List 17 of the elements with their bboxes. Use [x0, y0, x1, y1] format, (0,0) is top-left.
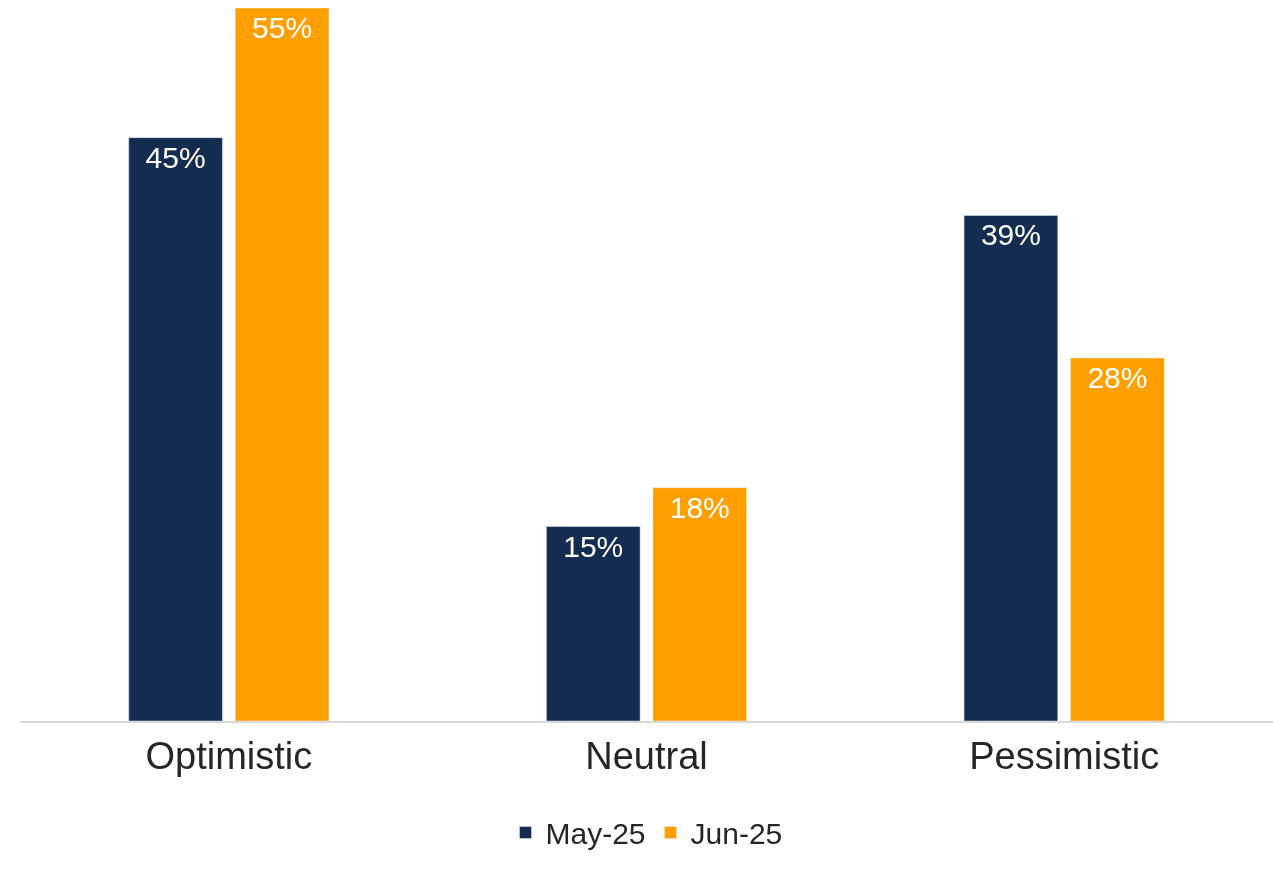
bar [963, 215, 1059, 721]
data-label: 18% [669, 490, 730, 524]
legend-label: May-25 [545, 817, 646, 851]
x-tick-label: Pessimistic [969, 734, 1160, 777]
data-label: 15% [563, 529, 624, 563]
bar [652, 487, 747, 721]
bar [546, 526, 641, 721]
data-label: 45% [145, 140, 206, 174]
legend-label: Jun-25 [690, 817, 783, 851]
bar [128, 137, 223, 721]
bar [234, 8, 330, 721]
bar [1070, 357, 1165, 721]
data-label: 28% [1087, 361, 1148, 395]
x-tick-label: Neutral [585, 734, 708, 777]
data-label: 55% [252, 11, 313, 44]
data-label: 39% [980, 218, 1041, 252]
x-tick-label: Optimistic [145, 734, 313, 777]
